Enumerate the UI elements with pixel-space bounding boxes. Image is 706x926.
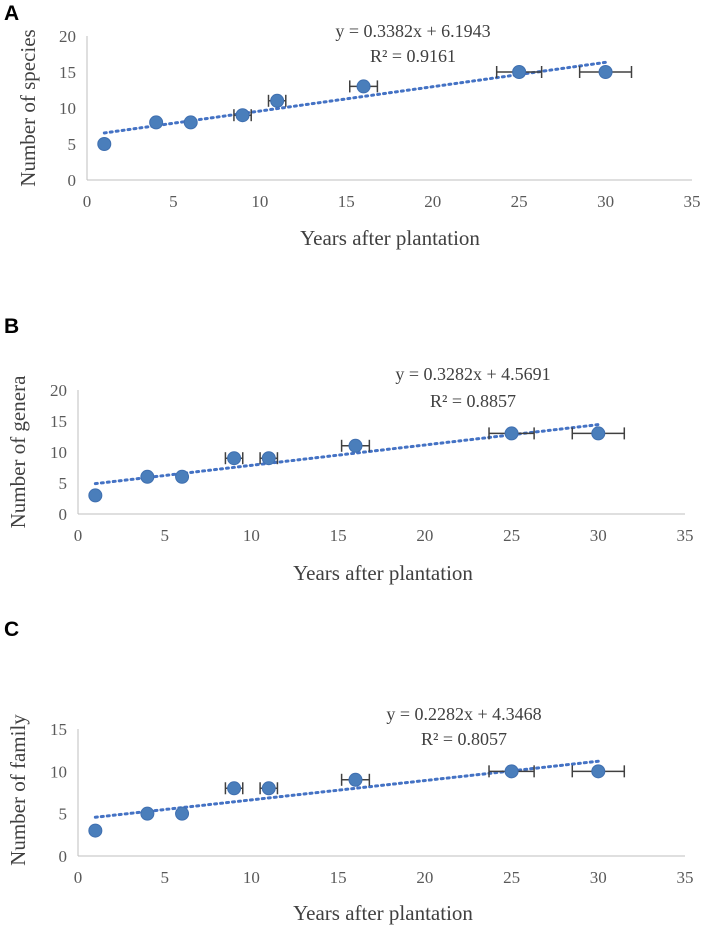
data-point	[88, 488, 103, 503]
x-tick-label: 30	[590, 526, 607, 545]
data-point	[348, 438, 363, 453]
data-point	[591, 764, 606, 779]
y-axis-title: Number of genera	[6, 375, 30, 528]
data-point	[183, 115, 198, 130]
x-tick-label: 5	[169, 192, 178, 211]
y-tick-label: 10	[50, 762, 67, 781]
data-point	[175, 806, 190, 821]
x-tick-label: 15	[330, 868, 347, 887]
x-tick-label: 35	[684, 192, 701, 211]
data-point	[598, 65, 613, 79]
data-point	[140, 469, 155, 484]
y-tick-label: 15	[59, 63, 76, 82]
data-point	[504, 764, 519, 779]
data-point	[235, 108, 250, 123]
x-tick-label: 10	[243, 526, 260, 545]
y-tick-label: 0	[59, 505, 68, 524]
y-tick-label: 20	[50, 381, 67, 400]
y-tick-label: 0	[68, 171, 77, 190]
y-tick-label: 0	[59, 847, 68, 866]
panel-letter: A	[4, 2, 19, 25]
x-tick-label: 0	[74, 526, 83, 545]
panel-letter: B	[4, 315, 19, 338]
x-tick-label: 10	[243, 868, 260, 887]
y-tick-label: 20	[59, 27, 76, 46]
x-tick-label: 25	[511, 192, 528, 211]
data-point	[261, 451, 276, 466]
y-tick-label: 10	[59, 99, 76, 118]
x-tick-label: 30	[597, 192, 614, 211]
data-point	[512, 65, 527, 79]
y-axis-title: Number of species	[16, 29, 40, 186]
data-point	[149, 115, 164, 130]
x-tick-label: 15	[338, 192, 355, 211]
trendline	[93, 759, 600, 819]
r-squared-label: R² = 0.8057	[421, 729, 507, 749]
x-tick-label: 20	[416, 526, 433, 545]
data-point	[348, 772, 363, 787]
x-tick-label: 5	[160, 526, 169, 545]
x-tick-label: 35	[677, 526, 694, 545]
x-axis-title: Years after plantation	[300, 226, 480, 250]
x-tick-label: 35	[677, 868, 694, 887]
y-tick-label: 5	[68, 135, 77, 154]
data-point	[227, 451, 242, 466]
x-tick-label: 20	[424, 192, 441, 211]
trendline-equation: y = 0.3282x + 4.5691	[395, 364, 550, 384]
trendline-equation: y = 0.2282x + 4.3468	[386, 704, 541, 724]
data-point	[140, 806, 155, 821]
y-axis-title: Number of family	[6, 714, 30, 866]
y-tick-label: 5	[59, 805, 68, 824]
data-point	[88, 823, 103, 838]
y-tick-label: 15	[50, 720, 67, 739]
data-point	[227, 781, 242, 796]
x-tick-label: 25	[503, 868, 520, 887]
x-tick-label: 0	[74, 868, 83, 887]
x-tick-label: 30	[590, 868, 607, 887]
panel-letter: C	[4, 618, 19, 641]
chart-panel-b: B 0 5 10 15 20 0 5 10 15 20 25 30 35 Years after plant…	[4, 315, 694, 585]
chart-panel-c: C 0 5 10 15 0 5 10 15 20 25 30 35 Years after plantat…	[4, 618, 694, 925]
chart-panel-a: A 0 5 10 15 20 0 5 10 15 20 25 30 35 Years after plant…	[4, 2, 701, 250]
data-point	[504, 426, 519, 441]
data-point	[270, 93, 285, 108]
data-point	[261, 781, 276, 796]
x-tick-label: 10	[251, 192, 268, 211]
x-axis-title: Years after plantation	[293, 901, 473, 925]
y-tick-label: 10	[50, 443, 67, 462]
trendline-equation: y = 0.3382x + 6.1943	[335, 21, 490, 41]
r-squared-label: R² = 0.8857	[430, 391, 516, 411]
y-tick-label: 15	[50, 412, 67, 431]
trendline	[102, 60, 608, 135]
data-point	[356, 79, 371, 94]
x-tick-label: 20	[416, 868, 433, 887]
r-squared-label: R² = 0.9161	[370, 46, 456, 66]
data-point	[175, 469, 190, 484]
x-tick-label: 0	[83, 192, 92, 211]
data-point	[97, 137, 112, 151]
y-tick-label: 5	[59, 474, 68, 493]
x-tick-label: 15	[330, 526, 347, 545]
x-tick-label: 25	[503, 526, 520, 545]
x-tick-label: 5	[160, 868, 169, 887]
x-axis-title: Years after plantation	[293, 561, 473, 585]
data-point	[591, 426, 606, 441]
